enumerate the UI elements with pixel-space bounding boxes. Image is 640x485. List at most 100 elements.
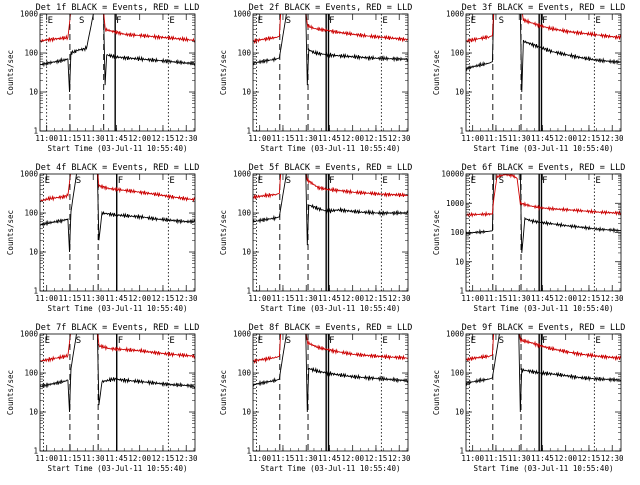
event-marker-label: S [76, 336, 81, 346]
x-tick-label: 12:00 [554, 454, 577, 463]
y-tick-label: 10 [455, 408, 465, 417]
y-tick-label: 1 [33, 287, 38, 296]
event-marker-label: S [79, 16, 84, 26]
x-tick-label: 11:45 [318, 134, 341, 143]
event-marker-label: E [382, 336, 387, 346]
event-marker-label: S [499, 336, 504, 346]
x-axis-label: Start Time (03-Jul-11 10:55:40) [48, 464, 188, 473]
y-tick-label: 10000 [441, 170, 464, 179]
x-tick-label: 12:15 [365, 134, 388, 143]
x-tick-label: 11:45 [531, 294, 554, 303]
event-marker-label: E [595, 16, 600, 26]
y-tick-label: 1000 [233, 10, 252, 19]
events-series-line [40, 174, 195, 253]
events-series-line [466, 334, 621, 413]
events-series-line [253, 14, 408, 86]
plot-frame [465, 333, 622, 452]
y-tick-label: 10 [29, 88, 39, 97]
panel-title: Det 6f BLACK = Events, RED = LLD [462, 163, 626, 173]
x-tick-label: 11:45 [318, 294, 341, 303]
x-tick-label: 11:45 [105, 134, 128, 143]
x-tick-label: 12:30 [601, 454, 624, 463]
x-tick-label: 11:15 [272, 134, 295, 143]
lld-series-line [253, 174, 408, 200]
y-tick-label: 1000 [20, 330, 39, 339]
event-marker-label: S [286, 176, 291, 186]
panel-6: Det 6f BLACK = Events, RED = LLD 1 10 100 10… [432, 163, 625, 313]
panel-7: Det 7f BLACK = Events, RED = LLD 1 10 100 10… [6, 323, 199, 473]
x-tick-label: 12:30 [388, 294, 411, 303]
x-tick-label: 12:00 [128, 134, 151, 143]
event-marker-label: E [169, 336, 174, 346]
x-tick-label: 12:30 [175, 454, 198, 463]
x-tick-label: 12:00 [341, 454, 364, 463]
y-tick-label: 1 [246, 127, 251, 136]
y-tick-label: 1000 [446, 10, 465, 19]
y-tick-label: 100 [24, 209, 38, 218]
y-tick-label: 1000 [446, 199, 465, 208]
y-tick-label: 1 [246, 287, 251, 296]
y-axis-label: Counts/sec [6, 50, 15, 95]
x-axis-label: Start Time (03-Jul-11 10:55:40) [261, 464, 401, 473]
x-tick-label: 11:30 [295, 454, 318, 463]
y-axis-label: Counts/sec [432, 370, 441, 415]
event-marker-label: F [329, 176, 334, 186]
event-marker-label: E [45, 336, 50, 346]
event-marker-label: E [258, 176, 263, 186]
lld-series-line [466, 14, 621, 43]
event-marker-label: F [329, 16, 334, 26]
y-tick-label: 10 [29, 248, 39, 257]
y-axis-label: Counts/sec [6, 370, 15, 415]
y-tick-label: 1 [246, 447, 251, 456]
x-tick-label: 12:30 [601, 134, 624, 143]
x-tick-label: 11:00 [248, 294, 271, 303]
y-tick-label: 1 [459, 447, 464, 456]
x-tick-label: 11:45 [105, 454, 128, 463]
x-tick-label: 12:15 [152, 294, 175, 303]
panel-title: Det 9f BLACK = Events, RED = LLD [462, 323, 626, 333]
plot-frame [39, 13, 196, 132]
x-tick-label: 12:00 [128, 454, 151, 463]
x-tick-label: 12:15 [152, 454, 175, 463]
y-axis-label: Counts/sec [432, 210, 441, 255]
events-series-line [466, 174, 621, 253]
x-tick-label: 11:15 [59, 134, 82, 143]
panel-9: Det 9f BLACK = Events, RED = LLD 1 10 100 10… [432, 323, 625, 473]
x-tick-label: 12:15 [578, 134, 601, 143]
x-axis-label: Start Time (03-Jul-11 10:55:40) [474, 304, 614, 313]
event-marker-label: S [286, 16, 291, 26]
y-tick-label: 100 [450, 49, 464, 58]
event-marker-label: E [48, 16, 53, 26]
event-marker-label: F [542, 176, 547, 186]
panel-8: Det 8f BLACK = Events, RED = LLD 1 10 100 10… [219, 323, 412, 473]
y-tick-label: 10 [455, 88, 465, 97]
x-tick-label: 11:00 [461, 294, 484, 303]
x-tick-label: 12:15 [578, 294, 601, 303]
lld-series-line [253, 334, 408, 364]
x-tick-label: 11:15 [272, 454, 295, 463]
y-axis-label: Counts/sec [219, 210, 228, 255]
lld-series-line [40, 174, 195, 203]
event-marker-label: E [471, 336, 476, 346]
lld-series-line [253, 14, 408, 45]
x-tick-label: 11:15 [59, 294, 82, 303]
x-axis-label: Start Time (03-Jul-11 10:55:40) [48, 144, 188, 153]
y-tick-label: 1 [33, 447, 38, 456]
x-tick-label: 11:30 [508, 454, 531, 463]
event-marker-label: E [595, 336, 600, 346]
y-axis-label: Counts/sec [6, 210, 15, 255]
x-tick-label: 11:30 [295, 134, 318, 143]
event-marker-label: E [258, 336, 263, 346]
event-marker-label: S [286, 336, 291, 346]
event-marker-label: E [258, 16, 263, 26]
y-tick-label: 1000 [233, 170, 252, 179]
event-marker-label: E [382, 176, 387, 186]
lld-series-line [466, 334, 621, 362]
x-tick-label: 12:00 [554, 134, 577, 143]
x-tick-label: 11:00 [461, 134, 484, 143]
event-marker-label: E [471, 176, 476, 186]
x-tick-label: 11:30 [82, 454, 105, 463]
events-series-line [253, 174, 408, 246]
event-marker-label: F [329, 336, 334, 346]
